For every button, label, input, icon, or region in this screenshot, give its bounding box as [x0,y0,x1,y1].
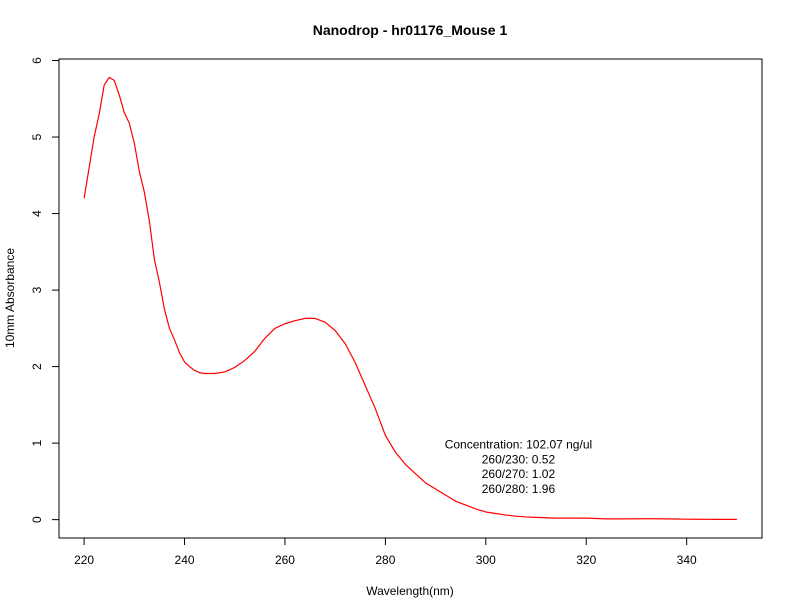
annotation-line: 260/230: 0.52 [482,452,556,466]
x-tick-label: 240 [175,553,195,567]
y-tick-label: 3 [30,286,44,293]
annotation-line: 260/270: 1.02 [482,467,556,481]
y-tick-label: 5 [30,133,44,140]
annotation-line: Concentration: 102.07 ng/ul [445,437,592,451]
y-axis: 0 1 2 3 4 5 6 [30,57,59,523]
x-axis-title: Wavelength(nm) [366,584,454,598]
x-tick-label: 300 [476,553,496,567]
x-tick-label: 280 [375,553,395,567]
plot-frame [58,58,763,539]
x-axis: 220 240 260 280 300 320 340 [74,538,697,567]
x-tick-label: 340 [677,553,697,567]
annotation-line: 260/280: 1.96 [482,482,556,496]
x-tick-label: 220 [74,553,94,567]
absorbance-series-line [83,76,737,521]
y-tick-label: 6 [30,57,44,64]
y-axis-title: 10mm Absorbance [3,248,17,348]
series-group [83,76,737,521]
x-tick-label: 320 [576,553,596,567]
y-tick-label: 4 [30,210,44,217]
x-tick-label: 260 [275,553,295,567]
y-tick-label: 1 [30,439,44,446]
y-tick-label: 0 [30,516,44,523]
chart-title: Nanodrop - hr01176_Mouse 1 [313,22,508,38]
y-tick-label: 2 [30,363,44,370]
